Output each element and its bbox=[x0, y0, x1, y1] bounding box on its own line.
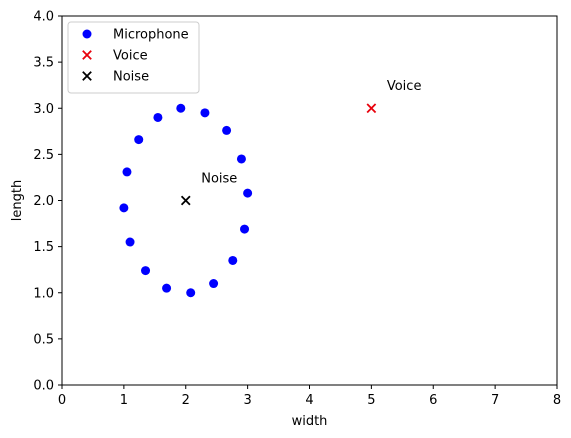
microphone-point bbox=[119, 203, 129, 213]
y-tick-label: 2.5 bbox=[33, 148, 54, 163]
x-axis-label: width bbox=[292, 414, 328, 429]
noise-point bbox=[180, 195, 191, 206]
microphone-point bbox=[222, 125, 232, 135]
microphone-point bbox=[141, 266, 151, 276]
y-tick-label: 0.0 bbox=[33, 379, 54, 394]
axes: 0 1 2 3 4 5 6 7 8 0.0 0.5 1.0 1.5 2.0 2.5 3.0 3.5 4.0 bbox=[33, 10, 561, 409]
x-tick-label: 2 bbox=[182, 393, 190, 408]
x-tick-label: 6 bbox=[429, 393, 437, 408]
microphone-point bbox=[200, 108, 210, 118]
microphone-point bbox=[240, 224, 250, 234]
microphone-point bbox=[134, 135, 144, 145]
y-tick-label: 0.5 bbox=[33, 332, 54, 347]
x-tick-label: 5 bbox=[367, 393, 375, 408]
microphone-point bbox=[228, 255, 238, 265]
microphone-point bbox=[153, 112, 163, 122]
x-tick-label: 8 bbox=[553, 393, 561, 408]
voice-point bbox=[366, 103, 377, 114]
x-tick-label: 3 bbox=[243, 393, 251, 408]
legend-marker-voice bbox=[82, 50, 92, 60]
legend: Microphone Voice Noise bbox=[67, 21, 200, 94]
legend-label-microphone: Microphone bbox=[113, 28, 189, 43]
microphone-point bbox=[236, 154, 246, 164]
legend-label-noise: Noise bbox=[113, 70, 149, 85]
legend-marker-noise bbox=[82, 71, 92, 81]
annotation-noise: Noise bbox=[201, 171, 237, 186]
legend-marker-microphone bbox=[82, 29, 92, 39]
y-tick-label: 2.0 bbox=[33, 194, 54, 209]
x-tick-label: 4 bbox=[305, 393, 313, 408]
y-tick-label: 3.0 bbox=[33, 102, 54, 117]
microphone-point bbox=[209, 279, 219, 289]
x-tick-label: 1 bbox=[120, 393, 128, 408]
annotation-voice: Voice bbox=[387, 79, 422, 94]
y-tick-label: 1.0 bbox=[33, 286, 54, 301]
microphone-point bbox=[243, 188, 253, 198]
legend-label-voice: Voice bbox=[113, 49, 148, 64]
legend-box bbox=[67, 21, 200, 94]
microphone-point bbox=[162, 283, 172, 293]
microphone-point bbox=[186, 288, 196, 298]
microphone-point bbox=[122, 167, 132, 177]
x-tick-label: 0 bbox=[58, 393, 66, 408]
y-axis-label: length bbox=[10, 180, 25, 221]
microphone-point bbox=[176, 103, 186, 113]
y-tick-label: 4.0 bbox=[33, 10, 54, 25]
microphone-point bbox=[125, 237, 135, 247]
x-tick-label: 7 bbox=[491, 393, 499, 408]
plot-area: Voice Noise bbox=[119, 79, 422, 298]
y-tick-label: 1.5 bbox=[33, 240, 54, 255]
y-tick-label: 3.5 bbox=[33, 56, 54, 71]
